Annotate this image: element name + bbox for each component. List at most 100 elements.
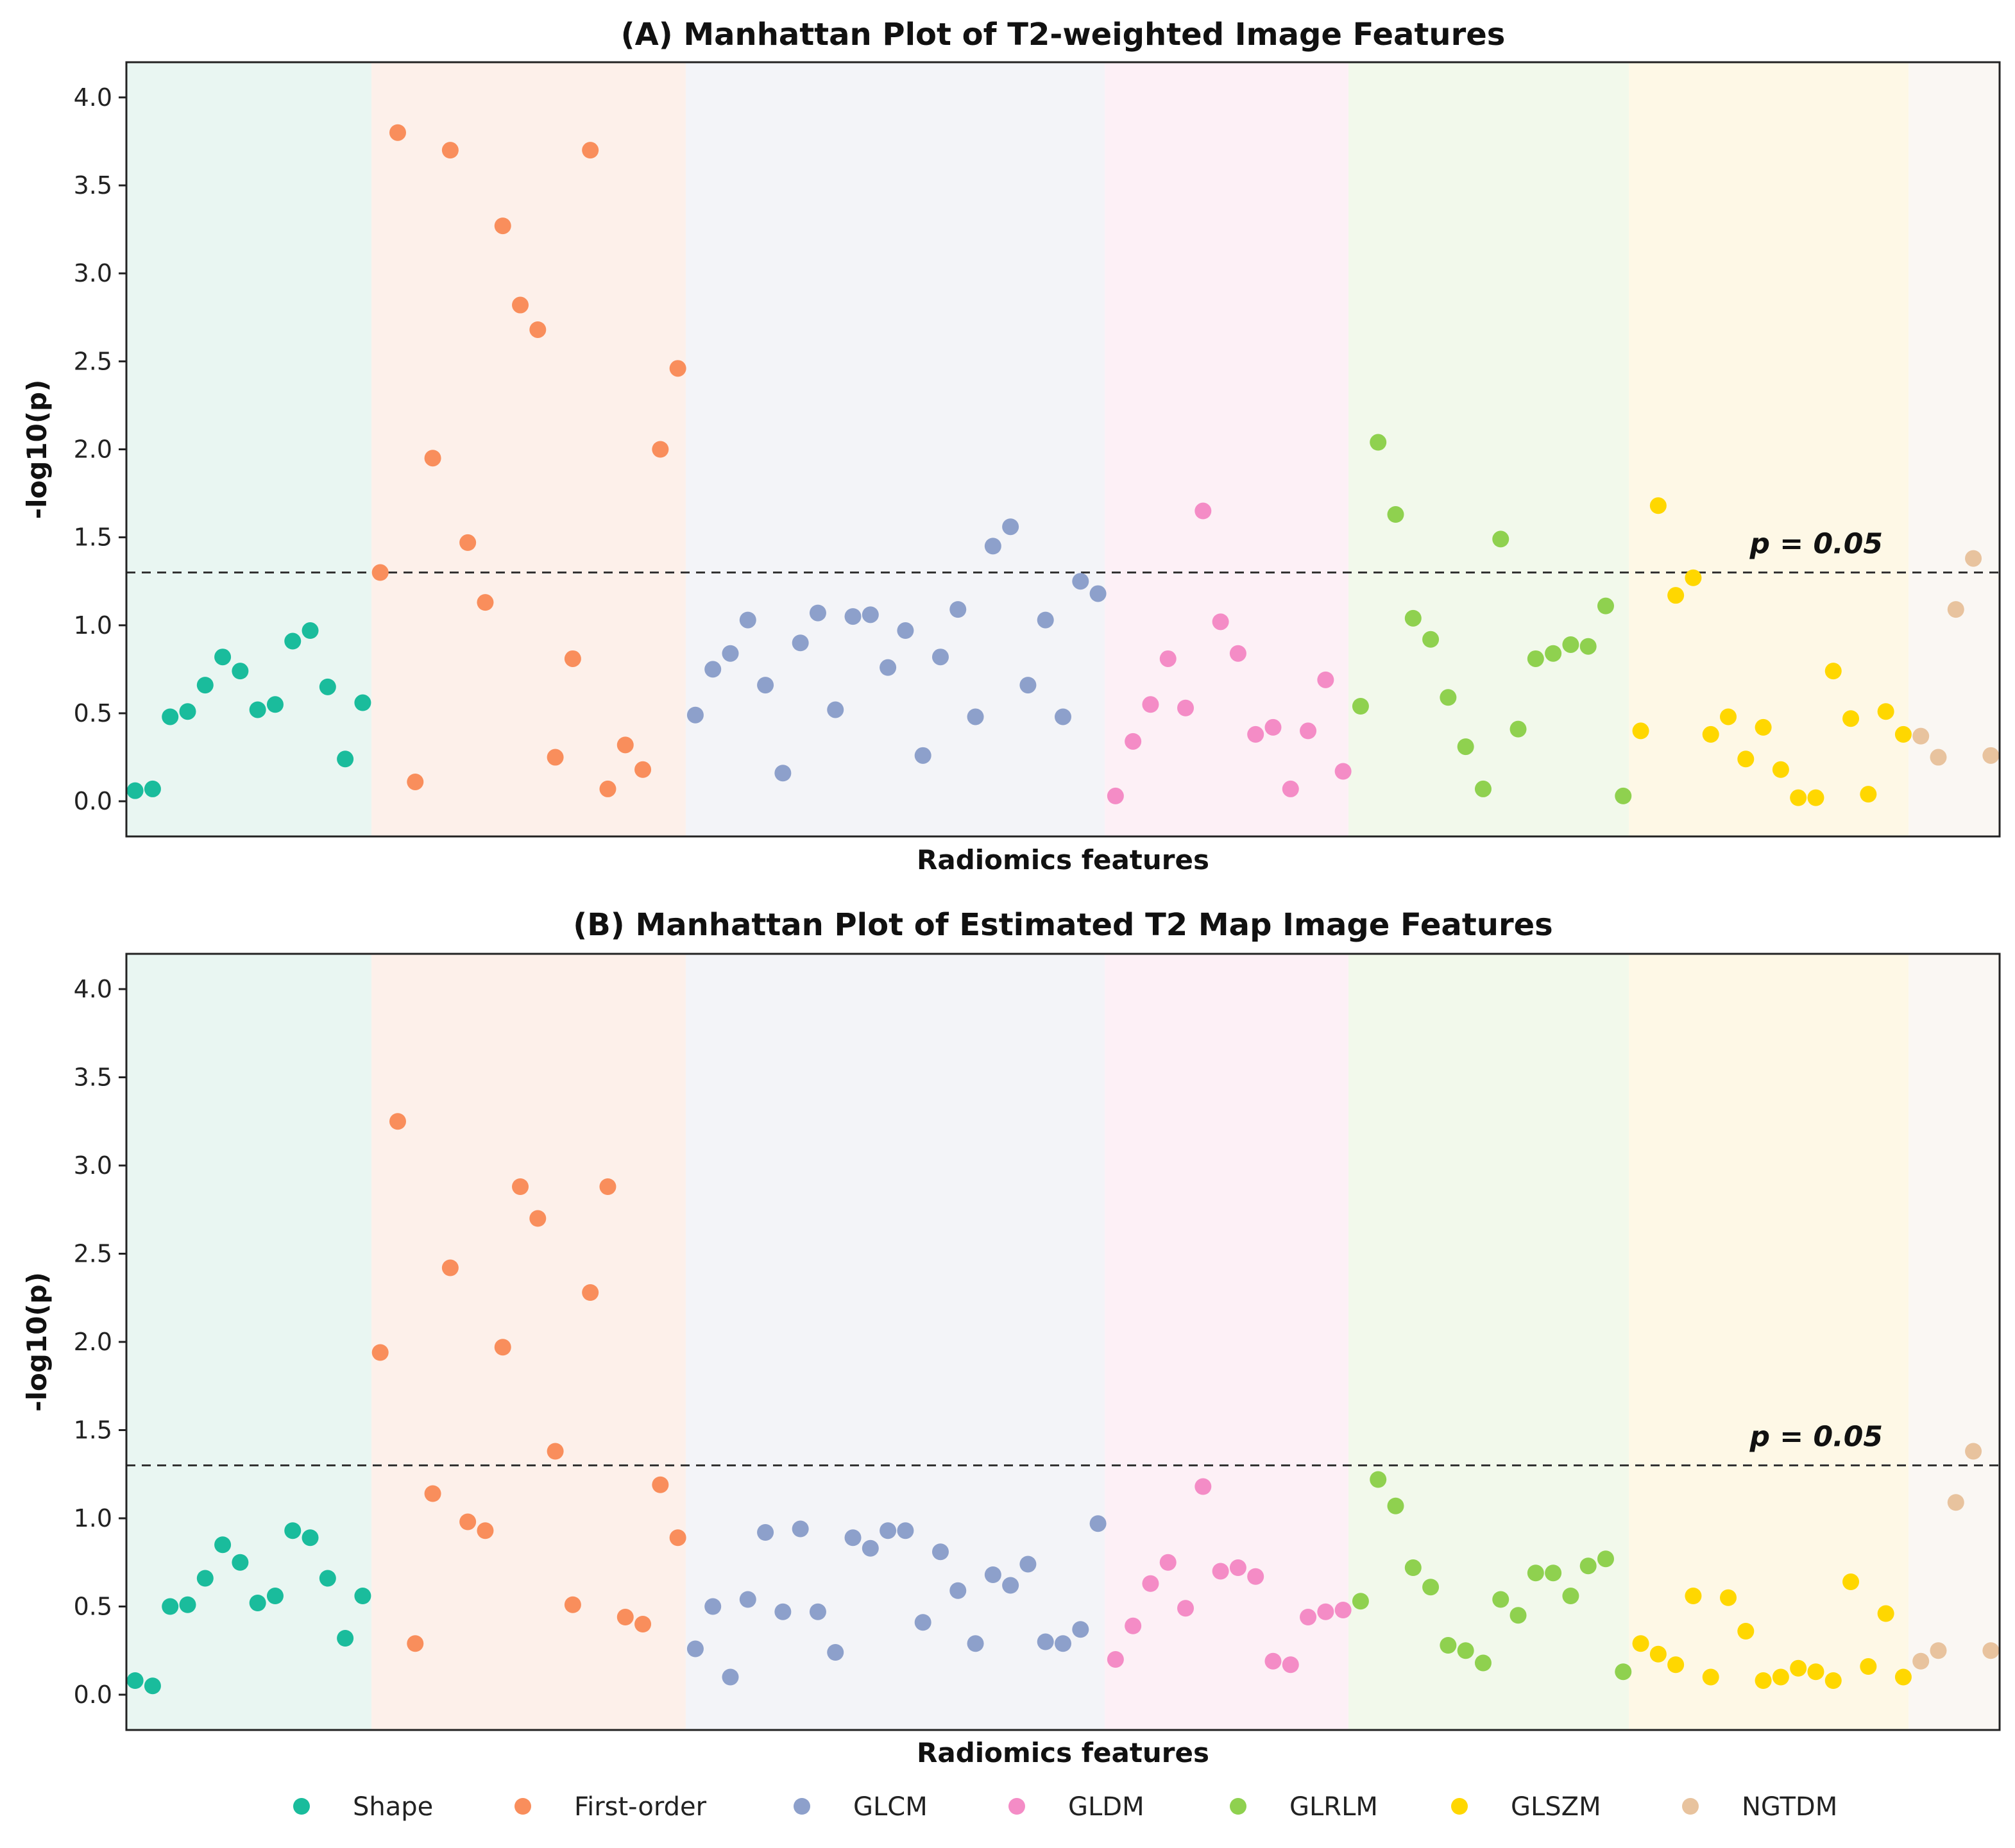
point-ngtdm (1947, 601, 1964, 618)
point-first-order (634, 761, 652, 778)
group-band-first-order (371, 62, 686, 836)
y-tick-label: 1.5 (74, 1416, 112, 1445)
point-glcm (792, 1520, 809, 1538)
point-glcm (1019, 1556, 1037, 1573)
point-gldm (1282, 1656, 1299, 1674)
point-gldm (1317, 1603, 1334, 1620)
point-gldm (1125, 1617, 1142, 1634)
point-first-order (494, 1339, 511, 1356)
point-first-order (477, 594, 494, 611)
point-glcm (949, 1582, 967, 1599)
point-first-order (529, 1210, 547, 1227)
point-glszm (1860, 1658, 1877, 1675)
point-first-order (512, 1178, 529, 1195)
legend-marker-glrlm (1230, 1798, 1246, 1815)
legend-label-first-order: First-order (574, 1792, 707, 1822)
legend: Shape First-order GLCM GLDM GLRLM GLSZM NGTDM (293, 1792, 1837, 1822)
point-glcm (757, 677, 774, 694)
panel-a-x-axis-label: Radiomics features (917, 844, 1209, 876)
point-ngtdm (1965, 550, 1982, 567)
group-band-shape (126, 954, 371, 1730)
point-shape (126, 1672, 144, 1689)
panel-b-y-axis-label: -log10(p) (21, 1272, 53, 1412)
point-glrlm (1422, 1579, 1440, 1596)
point-first-order (564, 1596, 581, 1613)
point-glszm (1649, 1645, 1667, 1663)
point-glszm (1824, 1672, 1842, 1689)
point-glrlm (1562, 636, 1579, 653)
y-tick-label: 1.0 (74, 1504, 112, 1532)
point-shape (179, 703, 196, 720)
point-shape (214, 648, 232, 666)
point-first-order (459, 534, 477, 551)
point-glcm (844, 608, 862, 625)
point-gldm (1229, 1559, 1246, 1576)
point-glszm (1667, 587, 1685, 604)
point-shape (232, 1554, 249, 1571)
point-first-order (547, 749, 564, 766)
point-shape (196, 677, 214, 694)
point-first-order (512, 296, 529, 314)
y-tick-label: 3.0 (74, 1151, 112, 1180)
panel-b-group-bands (126, 954, 2000, 1730)
point-first-order (407, 773, 424, 790)
y-tick-label: 3.5 (74, 1064, 112, 1092)
point-glszm (1632, 722, 1649, 740)
point-glcm (1089, 1515, 1107, 1532)
point-gldm (1159, 1554, 1177, 1571)
panel-a-points (126, 124, 2000, 806)
point-glrlm (1440, 689, 1457, 706)
point-gldm (1300, 722, 1317, 740)
point-glcm (1019, 677, 1037, 694)
point-first-order (389, 124, 406, 141)
point-gldm (1142, 1575, 1159, 1592)
point-gldm (1229, 645, 1246, 662)
point-glszm (1790, 789, 1807, 806)
point-glszm (1667, 1656, 1685, 1674)
point-glcm (984, 538, 1001, 555)
point-glszm (1894, 1668, 1912, 1686)
point-shape (354, 1588, 371, 1604)
point-glrlm (1404, 1559, 1422, 1576)
point-glcm (1037, 611, 1054, 629)
point-glcm (914, 747, 931, 764)
point-glcm (1055, 1635, 1071, 1652)
point-shape (144, 1677, 161, 1695)
point-glcm (1072, 573, 1089, 590)
point-glcm (897, 1522, 914, 1539)
group-band-ngtdm (1909, 62, 2000, 836)
point-first-order (652, 441, 669, 458)
point-shape (266, 696, 284, 713)
point-glszm (1877, 703, 1894, 720)
y-tick-label: 4.0 (74, 83, 112, 112)
legend-label-gldm: GLDM (1068, 1792, 1144, 1822)
point-glszm (1702, 1668, 1719, 1686)
point-glrlm (1615, 1663, 1632, 1681)
point-gldm (1300, 1609, 1317, 1625)
legend-marker-gldm (1008, 1798, 1025, 1815)
legend-marker-ngtdm (1682, 1798, 1699, 1815)
legend-label-glszm: GLSZM (1511, 1792, 1601, 1822)
point-glcm (704, 1598, 722, 1615)
point-glcm (722, 645, 739, 662)
point-gldm (1212, 613, 1229, 631)
point-glszm (1755, 718, 1772, 736)
point-glszm (1702, 725, 1719, 743)
point-first-order (407, 1635, 424, 1652)
point-glszm (1824, 663, 1842, 680)
point-shape (162, 1598, 179, 1615)
point-ngtdm (1965, 1443, 1982, 1460)
point-glcm (931, 648, 949, 666)
point-first-order (441, 142, 459, 159)
point-glrlm (1474, 1654, 1492, 1672)
point-shape (284, 1522, 302, 1539)
point-first-order (582, 142, 599, 159)
point-shape (196, 1570, 214, 1587)
point-ngtdm (1930, 749, 1947, 766)
point-gldm (1334, 1602, 1352, 1618)
point-shape (249, 1595, 266, 1611)
point-first-order (564, 650, 581, 667)
panel-a-threshold-label: p = 0.05 (1749, 528, 1883, 561)
group-band-glrlm (1348, 62, 1629, 836)
point-glrlm (1370, 434, 1387, 451)
